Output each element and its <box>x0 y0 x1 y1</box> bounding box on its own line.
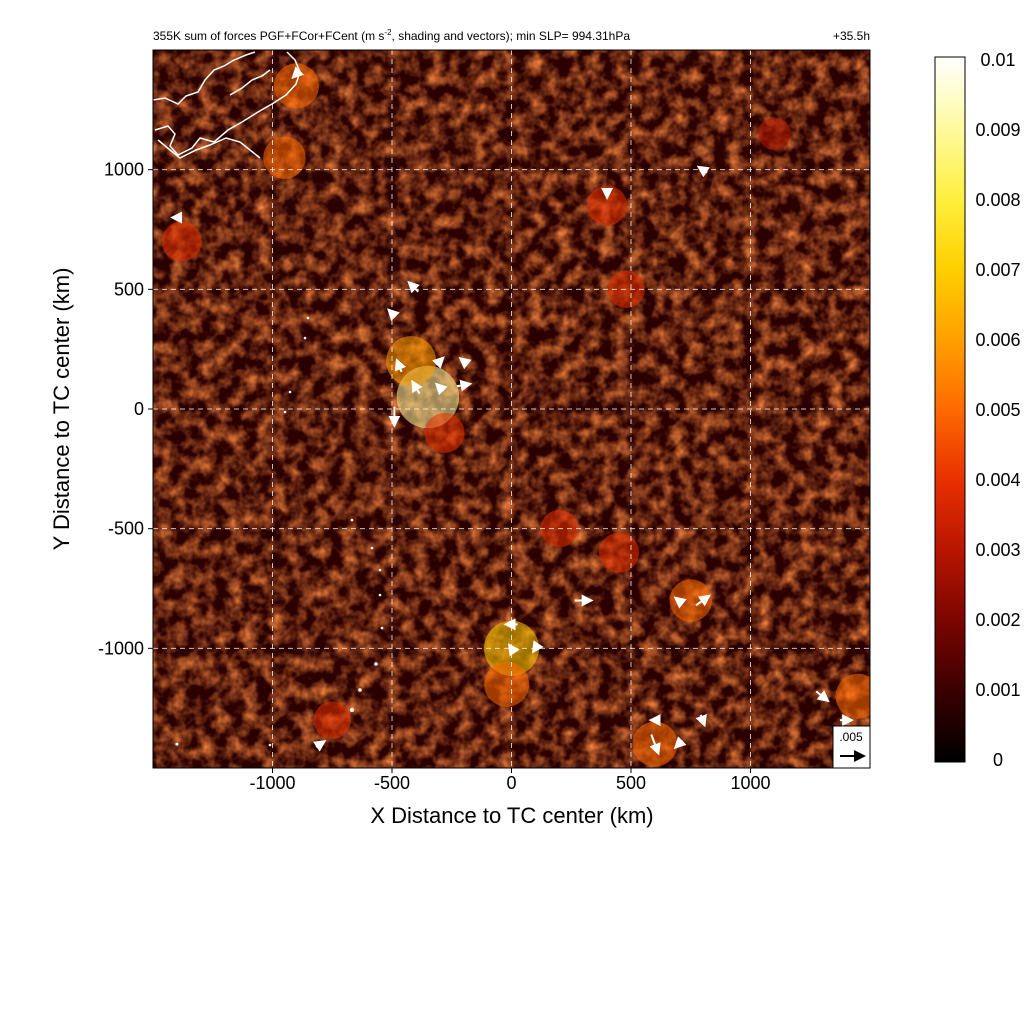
vector-6 <box>456 379 473 392</box>
colorbar-tick-1: 0.001 <box>975 680 1020 700</box>
y-tick-label-4: 1000 <box>104 160 144 180</box>
vector-layer <box>170 66 855 756</box>
vector-13 <box>507 643 520 657</box>
hotspot-14 <box>313 701 351 739</box>
vector-18 <box>815 690 830 703</box>
y-tick-label-2: 0 <box>134 399 144 419</box>
colorbar-ticks: 0 0.001 0.002 0.003 0.004 0.005 0.006 0.007 0.00… <box>975 50 1020 770</box>
grid-lines <box>153 50 870 768</box>
y-tick-label-1: -500 <box>108 519 144 539</box>
vector-26 <box>175 742 179 746</box>
hotspot-2 <box>424 412 465 453</box>
vector-25 <box>312 740 327 752</box>
colorbar-tick-8: 0.008 <box>975 190 1020 210</box>
colorbar-tick-3: 0.003 <box>975 540 1020 560</box>
vector-1 <box>386 308 400 321</box>
hotspot-10 <box>161 221 202 262</box>
hotspot-6 <box>669 579 712 622</box>
vector-7 <box>432 356 445 369</box>
colorbar: 0 0.001 0.002 0.003 0.004 0.005 0.006 0.007 0.00… <box>934 50 1021 770</box>
vector-14 <box>531 640 544 654</box>
x-tick-label-2: 0 <box>506 773 516 793</box>
colorbar-tick-0: 0 <box>993 750 1003 770</box>
vector-10 <box>695 594 712 607</box>
x-axis-label: X Distance to TC center (km) <box>370 803 653 828</box>
colorbar-tick-5: 0.005 <box>975 400 1020 420</box>
colorbar-tick-6: 0.006 <box>975 330 1020 350</box>
lead-time: +35.5h <box>833 29 870 43</box>
x-tick-label-0: -1000 <box>249 773 295 793</box>
coastline-kyushu <box>157 137 261 159</box>
colorbar-fill <box>934 56 966 763</box>
vector-5 <box>434 382 448 396</box>
x-tick-label-1: -500 <box>374 773 410 793</box>
hotspot-4 <box>484 661 530 707</box>
hotspot-11 <box>263 136 306 179</box>
colorbar-tick-7: 0.007 <box>975 260 1020 280</box>
vector-21 <box>673 736 687 750</box>
y-tick-label-3: 500 <box>114 279 144 299</box>
x-tick-label-4: 1000 <box>730 773 770 793</box>
hotspot-1 <box>386 336 437 387</box>
vector-20 <box>649 734 661 756</box>
island-chain <box>268 316 384 747</box>
y-axis-label: Y Distance to TC center (km) <box>49 268 74 551</box>
hotspot-16 <box>758 117 791 151</box>
coastline-shikoku <box>229 69 271 96</box>
x-axis-ticks: -1000 -500 0 500 1000 <box>249 768 771 793</box>
coastline-japan <box>154 51 301 156</box>
vector-24 <box>696 165 711 178</box>
y-axis-ticks: -1000 -500 0 500 1000 <box>98 160 153 658</box>
colorbar-tick-10: 0.01 <box>980 50 1015 70</box>
vector-11 <box>673 596 687 609</box>
vector-2 <box>407 280 421 294</box>
vector-16 <box>291 66 305 79</box>
colorbar-tick-2: 0.002 <box>975 610 1020 630</box>
coastline <box>153 51 301 159</box>
vector-4 <box>411 379 423 394</box>
x-tick-label-3: 500 <box>616 773 646 793</box>
plot-area <box>153 50 870 768</box>
hotspot-7 <box>835 673 870 719</box>
hotspot-12 <box>273 63 319 109</box>
colorbar-tick-4: 0.004 <box>975 470 1020 490</box>
vector-key: .005 <box>832 725 871 769</box>
hotspot-8 <box>587 185 628 226</box>
coastline-korea <box>153 51 256 105</box>
colorbar-tick-9: 0.009 <box>975 120 1020 140</box>
y-tick-label-0: -1000 <box>98 638 144 658</box>
chart-title: 355K sum of forces PGF+FCor+FCent (m s-2… <box>153 28 630 43</box>
vector-key-label: .005 <box>839 730 863 744</box>
hotspot-9 <box>607 270 645 309</box>
vector-8 <box>458 357 472 370</box>
vector-22 <box>695 713 707 728</box>
hotspot-5 <box>599 532 640 573</box>
vector-0 <box>394 358 407 373</box>
